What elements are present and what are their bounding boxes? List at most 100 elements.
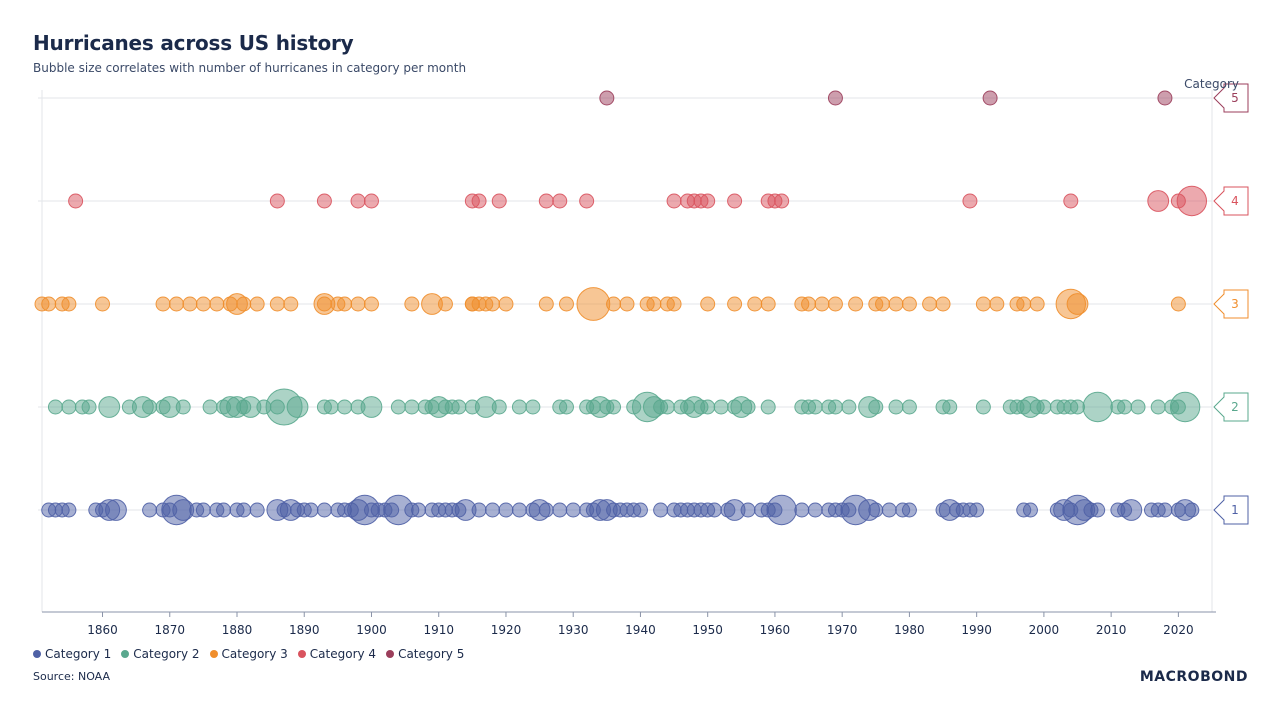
bubble-category-3[interactable]: [437, 296, 453, 312]
bubble-category-3[interactable]: [404, 296, 420, 312]
bubble-category-3[interactable]: [760, 296, 776, 312]
bubble-category-1[interactable]: [249, 502, 265, 518]
bubble-category-2[interactable]: [142, 399, 158, 415]
bubble-category-4[interactable]: [962, 193, 978, 209]
bubble-category-5[interactable]: [1157, 90, 1173, 106]
bubble-category-1[interactable]: [868, 502, 884, 518]
bubble-category-3[interactable]: [236, 296, 252, 312]
bubble-category-2[interactable]: [740, 399, 756, 415]
bubble-category-3[interactable]: [168, 296, 184, 312]
bubble-category-1[interactable]: [740, 502, 756, 518]
bubble-category-2[interactable]: [491, 399, 507, 415]
bubble-category-4[interactable]: [1176, 185, 1208, 217]
bubble-category-5[interactable]: [599, 90, 615, 106]
bubble-category-1[interactable]: [142, 502, 158, 518]
bubble-category-1[interactable]: [552, 502, 568, 518]
legend-item-category-2[interactable]: Category 2: [121, 647, 200, 661]
bubble-category-1[interactable]: [1090, 502, 1106, 518]
bubble-category-3[interactable]: [576, 287, 611, 321]
bubble-category-3[interactable]: [666, 296, 682, 312]
bubble-category-2[interactable]: [61, 399, 77, 415]
bubble-category-2[interactable]: [713, 399, 729, 415]
bubble-category-4[interactable]: [1063, 193, 1079, 209]
bubble-category-2[interactable]: [659, 399, 675, 415]
bubble-category-2[interactable]: [323, 399, 339, 415]
legend-item-category-3[interactable]: Category 3: [209, 647, 288, 661]
bubble-category-1[interactable]: [1120, 499, 1143, 521]
bubble-category-4[interactable]: [350, 193, 366, 209]
bubble-category-3[interactable]: [814, 296, 830, 312]
bubble-category-3[interactable]: [848, 296, 864, 312]
bubble-category-3[interactable]: [827, 296, 843, 312]
bubble-category-3[interactable]: [901, 296, 917, 312]
bubble-category-4[interactable]: [700, 193, 716, 209]
legend-item-category-4[interactable]: Category 4: [297, 647, 376, 661]
bubble-category-3[interactable]: [975, 296, 991, 312]
bubble-category-2[interactable]: [511, 399, 527, 415]
bubble-category-3[interactable]: [1170, 296, 1186, 312]
bubble-category-4[interactable]: [774, 193, 790, 209]
bubble-category-1[interactable]: [471, 502, 487, 518]
bubble-category-3[interactable]: [182, 296, 198, 312]
bubble-category-4[interactable]: [68, 193, 84, 209]
bubble-category-4[interactable]: [552, 193, 568, 209]
bubble-category-1[interactable]: [1157, 502, 1173, 518]
bubble-category-1[interactable]: [538, 502, 554, 518]
bubble-category-1[interactable]: [498, 502, 514, 518]
bubble-category-2[interactable]: [807, 399, 823, 415]
bubble-category-1[interactable]: [881, 502, 897, 518]
bubble-category-3[interactable]: [41, 296, 57, 312]
bubble-category-4[interactable]: [316, 193, 332, 209]
bubble-category-2[interactable]: [942, 399, 958, 415]
bubble-category-2[interactable]: [337, 399, 353, 415]
bubble-category-3[interactable]: [989, 296, 1005, 312]
bubble-category-2[interactable]: [888, 399, 904, 415]
bubble-category-3[interactable]: [485, 296, 501, 312]
bubble-category-1[interactable]: [485, 502, 501, 518]
bubble-category-2[interactable]: [1036, 399, 1052, 415]
bubble-category-4[interactable]: [1147, 190, 1170, 212]
bubble-category-1[interactable]: [511, 502, 527, 518]
bubble-category-3[interactable]: [727, 296, 743, 312]
bubble-category-3[interactable]: [249, 296, 265, 312]
bubble-category-2[interactable]: [827, 399, 843, 415]
bubble-category-2[interactable]: [1130, 399, 1146, 415]
bubble-category-2[interactable]: [700, 399, 716, 415]
bubble-category-1[interactable]: [411, 502, 427, 518]
bubble-category-1[interactable]: [766, 494, 797, 526]
bubble-category-3[interactable]: [95, 296, 111, 312]
bubble-category-4[interactable]: [666, 193, 682, 209]
bubble-category-2[interactable]: [81, 399, 97, 415]
legend-item-category-1[interactable]: Category 1: [33, 647, 111, 661]
bubble-category-3[interactable]: [922, 296, 938, 312]
bubble-category-4[interactable]: [579, 193, 595, 209]
bubble-category-3[interactable]: [195, 296, 211, 312]
bubble-category-1[interactable]: [653, 502, 669, 518]
bubble-category-1[interactable]: [901, 502, 917, 518]
bubble-category-3[interactable]: [337, 296, 353, 312]
bubble-category-2[interactable]: [525, 399, 541, 415]
bubble-category-3[interactable]: [558, 296, 574, 312]
bubble-category-1[interactable]: [794, 502, 810, 518]
bubble-category-2[interactable]: [451, 399, 467, 415]
bubble-category-1[interactable]: [1022, 502, 1038, 518]
bubble-category-1[interactable]: [195, 502, 211, 518]
bubble-category-1[interactable]: [61, 502, 77, 518]
bubble-category-4[interactable]: [471, 193, 487, 209]
bubble-category-3[interactable]: [935, 296, 951, 312]
bubble-category-2[interactable]: [868, 399, 884, 415]
bubble-category-4[interactable]: [491, 193, 507, 209]
bubble-category-1[interactable]: [969, 502, 985, 518]
bubble-category-4[interactable]: [269, 193, 285, 209]
bubble-category-4[interactable]: [363, 193, 379, 209]
bubble-category-1[interactable]: [807, 502, 823, 518]
bubble-category-3[interactable]: [619, 296, 635, 312]
bubble-category-3[interactable]: [269, 296, 285, 312]
bubble-category-4[interactable]: [727, 193, 743, 209]
bubble-category-2[interactable]: [1070, 399, 1086, 415]
bubble-category-2[interactable]: [1082, 391, 1113, 423]
legend-item-category-5[interactable]: Category 5: [386, 647, 464, 661]
bubble-category-3[interactable]: [350, 296, 366, 312]
bubble-category-1[interactable]: [1184, 502, 1200, 518]
bubble-category-3[interactable]: [498, 296, 514, 312]
